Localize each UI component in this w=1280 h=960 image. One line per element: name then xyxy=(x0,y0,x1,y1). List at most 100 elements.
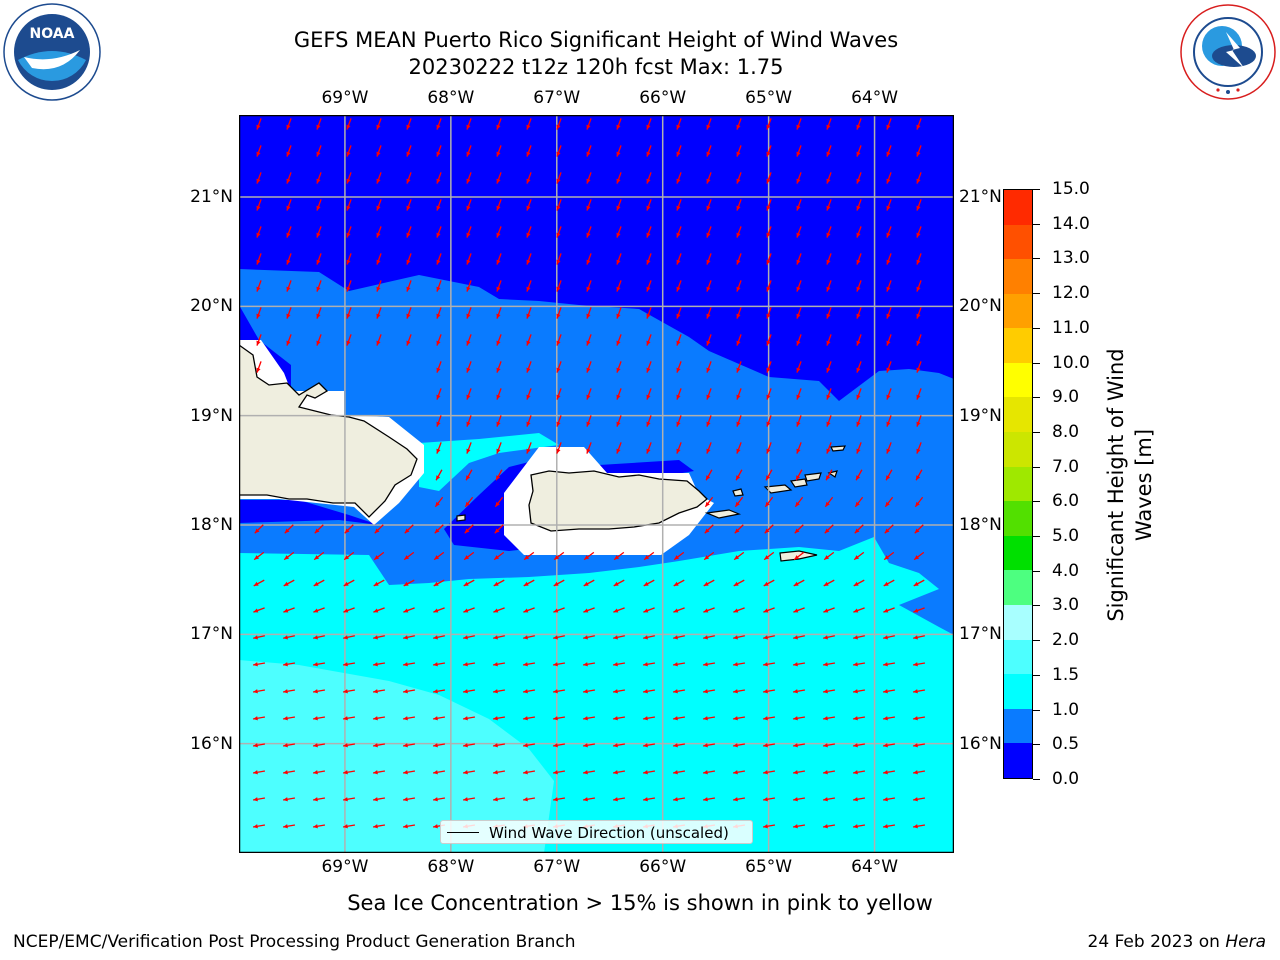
wave-arrow xyxy=(822,824,836,829)
wave-arrow xyxy=(433,551,445,561)
wave-arrow xyxy=(254,524,264,534)
wave-arrow xyxy=(766,307,772,319)
wave-arrow xyxy=(856,334,862,346)
colorbar-segment-3 xyxy=(1004,639,1032,675)
wave-arrow xyxy=(582,689,596,694)
wave-arrow xyxy=(856,388,862,400)
wave-arrow xyxy=(616,361,622,373)
wave-arrow xyxy=(432,770,446,775)
wave-arrow xyxy=(792,770,806,775)
wave-arrow xyxy=(733,635,745,640)
lat-label-left-0: 21°N xyxy=(190,187,233,207)
wave-arrow xyxy=(612,662,626,667)
wave-arrow xyxy=(912,770,926,775)
wave-arrow xyxy=(493,551,505,561)
wave-arrow xyxy=(283,579,295,587)
wave-arrow xyxy=(852,743,866,748)
wave-arrow xyxy=(434,496,444,508)
wave-arrow xyxy=(796,388,802,400)
wave-arrow xyxy=(643,551,655,561)
wave-arrow xyxy=(854,524,864,534)
wave-arrow xyxy=(376,253,382,265)
wave-arrow xyxy=(826,172,832,184)
colorbar-label-10: 8.0 xyxy=(1052,421,1080,442)
wave-arrow xyxy=(556,361,562,373)
colorbar-segment-11 xyxy=(1004,362,1032,398)
wave-arrow xyxy=(253,551,265,561)
wave-arrow xyxy=(676,415,682,427)
wave-arrow xyxy=(676,307,682,319)
wave-arrow xyxy=(706,361,712,373)
colorbar-tick-0 xyxy=(1033,779,1040,780)
wave-arrow xyxy=(316,118,322,130)
wave-arrow xyxy=(766,253,772,265)
wave-arrow xyxy=(646,307,652,319)
wave-arrow xyxy=(642,743,656,748)
footer-host: Hera xyxy=(1225,932,1266,952)
wave-arrow xyxy=(582,716,596,721)
wave-arrow xyxy=(466,280,472,292)
wave-arrow xyxy=(886,172,892,184)
wave-arrow xyxy=(436,307,442,319)
wave-arrow xyxy=(676,226,682,238)
wave-arrow xyxy=(676,118,682,130)
wave-arrow xyxy=(556,199,562,211)
wave-arrow xyxy=(642,662,656,667)
colorbar-segment-8 xyxy=(1004,466,1032,502)
wave-arrow xyxy=(374,524,384,534)
wave-arrow xyxy=(884,524,894,534)
wave-arrow xyxy=(466,118,472,130)
colorbar xyxy=(1003,189,1033,779)
wave-arrow xyxy=(706,442,712,454)
wave-arrow xyxy=(792,797,806,802)
wave-arrow xyxy=(553,635,565,640)
wave-arrow xyxy=(856,172,862,184)
wave-arrow xyxy=(343,635,355,640)
wave-arrow xyxy=(282,716,296,721)
wave-arrow xyxy=(552,716,566,721)
wave-arrow xyxy=(464,496,474,508)
wave-arrow xyxy=(613,635,625,640)
wave-arrow xyxy=(343,607,355,613)
wave-arrow xyxy=(496,334,502,346)
wave-arrow xyxy=(916,415,922,427)
wave-arrow xyxy=(406,307,412,319)
wave-arrow xyxy=(432,797,446,802)
wave-arrow xyxy=(466,253,472,265)
wave-arrow xyxy=(703,579,715,587)
wave-arrow xyxy=(376,145,382,157)
wave-arrow xyxy=(852,662,866,667)
wave-arrow xyxy=(823,551,835,561)
lon-label-top-5: 64°W xyxy=(851,88,899,108)
noaa-logo: NOAA xyxy=(3,3,101,101)
colorbar-segment-14 xyxy=(1004,259,1032,294)
wave-arrow xyxy=(466,172,472,184)
wave-arrow xyxy=(792,824,806,829)
wave-arrow xyxy=(556,253,562,265)
wave-arrow xyxy=(252,824,266,829)
wave-arrow xyxy=(492,689,506,694)
wave-arrow xyxy=(886,334,892,346)
wave-arrow xyxy=(853,579,865,587)
wave-arrow xyxy=(346,199,352,211)
colorbar-segment-1 xyxy=(1004,708,1032,744)
wave-arrow xyxy=(672,689,686,694)
wave-arrow xyxy=(466,199,472,211)
wave-arrow xyxy=(256,118,262,130)
wave-arrow xyxy=(764,524,774,534)
wave-arrow xyxy=(912,797,926,802)
wave-arrow xyxy=(826,253,832,265)
wave-arrow xyxy=(736,280,742,292)
wave-arrow xyxy=(464,524,474,534)
wave-arrow xyxy=(612,743,626,748)
wave-arrow xyxy=(556,307,562,319)
wave-arrow xyxy=(526,226,532,238)
lat-label-right-0: 21°N xyxy=(959,187,1002,207)
wave-arrow xyxy=(853,607,865,613)
wave-arrow xyxy=(312,716,326,721)
wave-arrow xyxy=(852,689,866,694)
colorbar-label-15: 13.0 xyxy=(1052,248,1090,269)
colorbar-tick-16 xyxy=(1033,223,1040,225)
wave-arrow xyxy=(792,689,806,694)
wave-arrow xyxy=(676,388,682,400)
